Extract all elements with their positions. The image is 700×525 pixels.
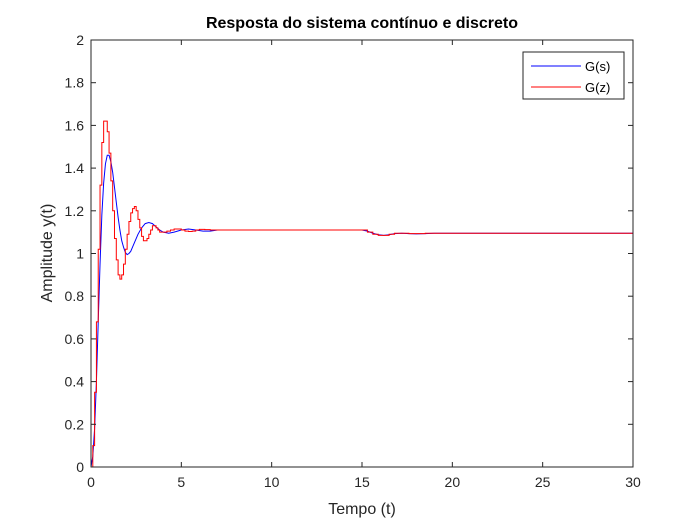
y-axis-label: Amplitude y(t) bbox=[39, 204, 56, 303]
y-tick-label: 0.8 bbox=[65, 288, 85, 304]
y-tick-label: 1 bbox=[76, 246, 84, 262]
x-tick-label: 10 bbox=[264, 474, 280, 490]
y-tick-label: 0.4 bbox=[65, 374, 85, 390]
x-tick-label: 20 bbox=[445, 474, 461, 490]
legend-label-g-s: G(s) bbox=[585, 59, 610, 74]
x-axis-label: Tempo (t) bbox=[328, 501, 396, 518]
x-tick-label: 15 bbox=[354, 474, 370, 490]
series-layer bbox=[90, 120, 633, 468]
x-tick-label: 5 bbox=[177, 474, 185, 490]
legend: G(s) G(z) bbox=[522, 51, 625, 100]
legend-box bbox=[522, 51, 625, 100]
ticks-layer: 0 5 10 15 20 25 30 0 0.2 0.4 0.6 0.8 1 1.2 1.4 1.6 1.8 2 bbox=[65, 32, 641, 490]
y-tick-label: 1.8 bbox=[65, 75, 85, 91]
y-tick-label: 1.2 bbox=[65, 203, 85, 219]
y-tick-label: 0.2 bbox=[65, 416, 85, 432]
x-tick-label: 0 bbox=[87, 474, 95, 490]
y-tick-label: 1.6 bbox=[65, 117, 85, 133]
x-tick-label: 25 bbox=[535, 474, 551, 490]
chart-title: Resposta do sistema contínuo e discreto bbox=[206, 15, 518, 32]
x-tick-label: 30 bbox=[625, 474, 641, 490]
y-tick-label: 0.6 bbox=[65, 331, 85, 347]
y-tick-label: 2 bbox=[76, 32, 84, 48]
y-tick-label: 0 bbox=[76, 459, 84, 475]
plot-area bbox=[91, 40, 633, 467]
legend-label-g-z: G(z) bbox=[585, 80, 610, 95]
series-line-g-z bbox=[91, 120, 633, 468]
y-tick-label: 1.4 bbox=[65, 160, 85, 176]
